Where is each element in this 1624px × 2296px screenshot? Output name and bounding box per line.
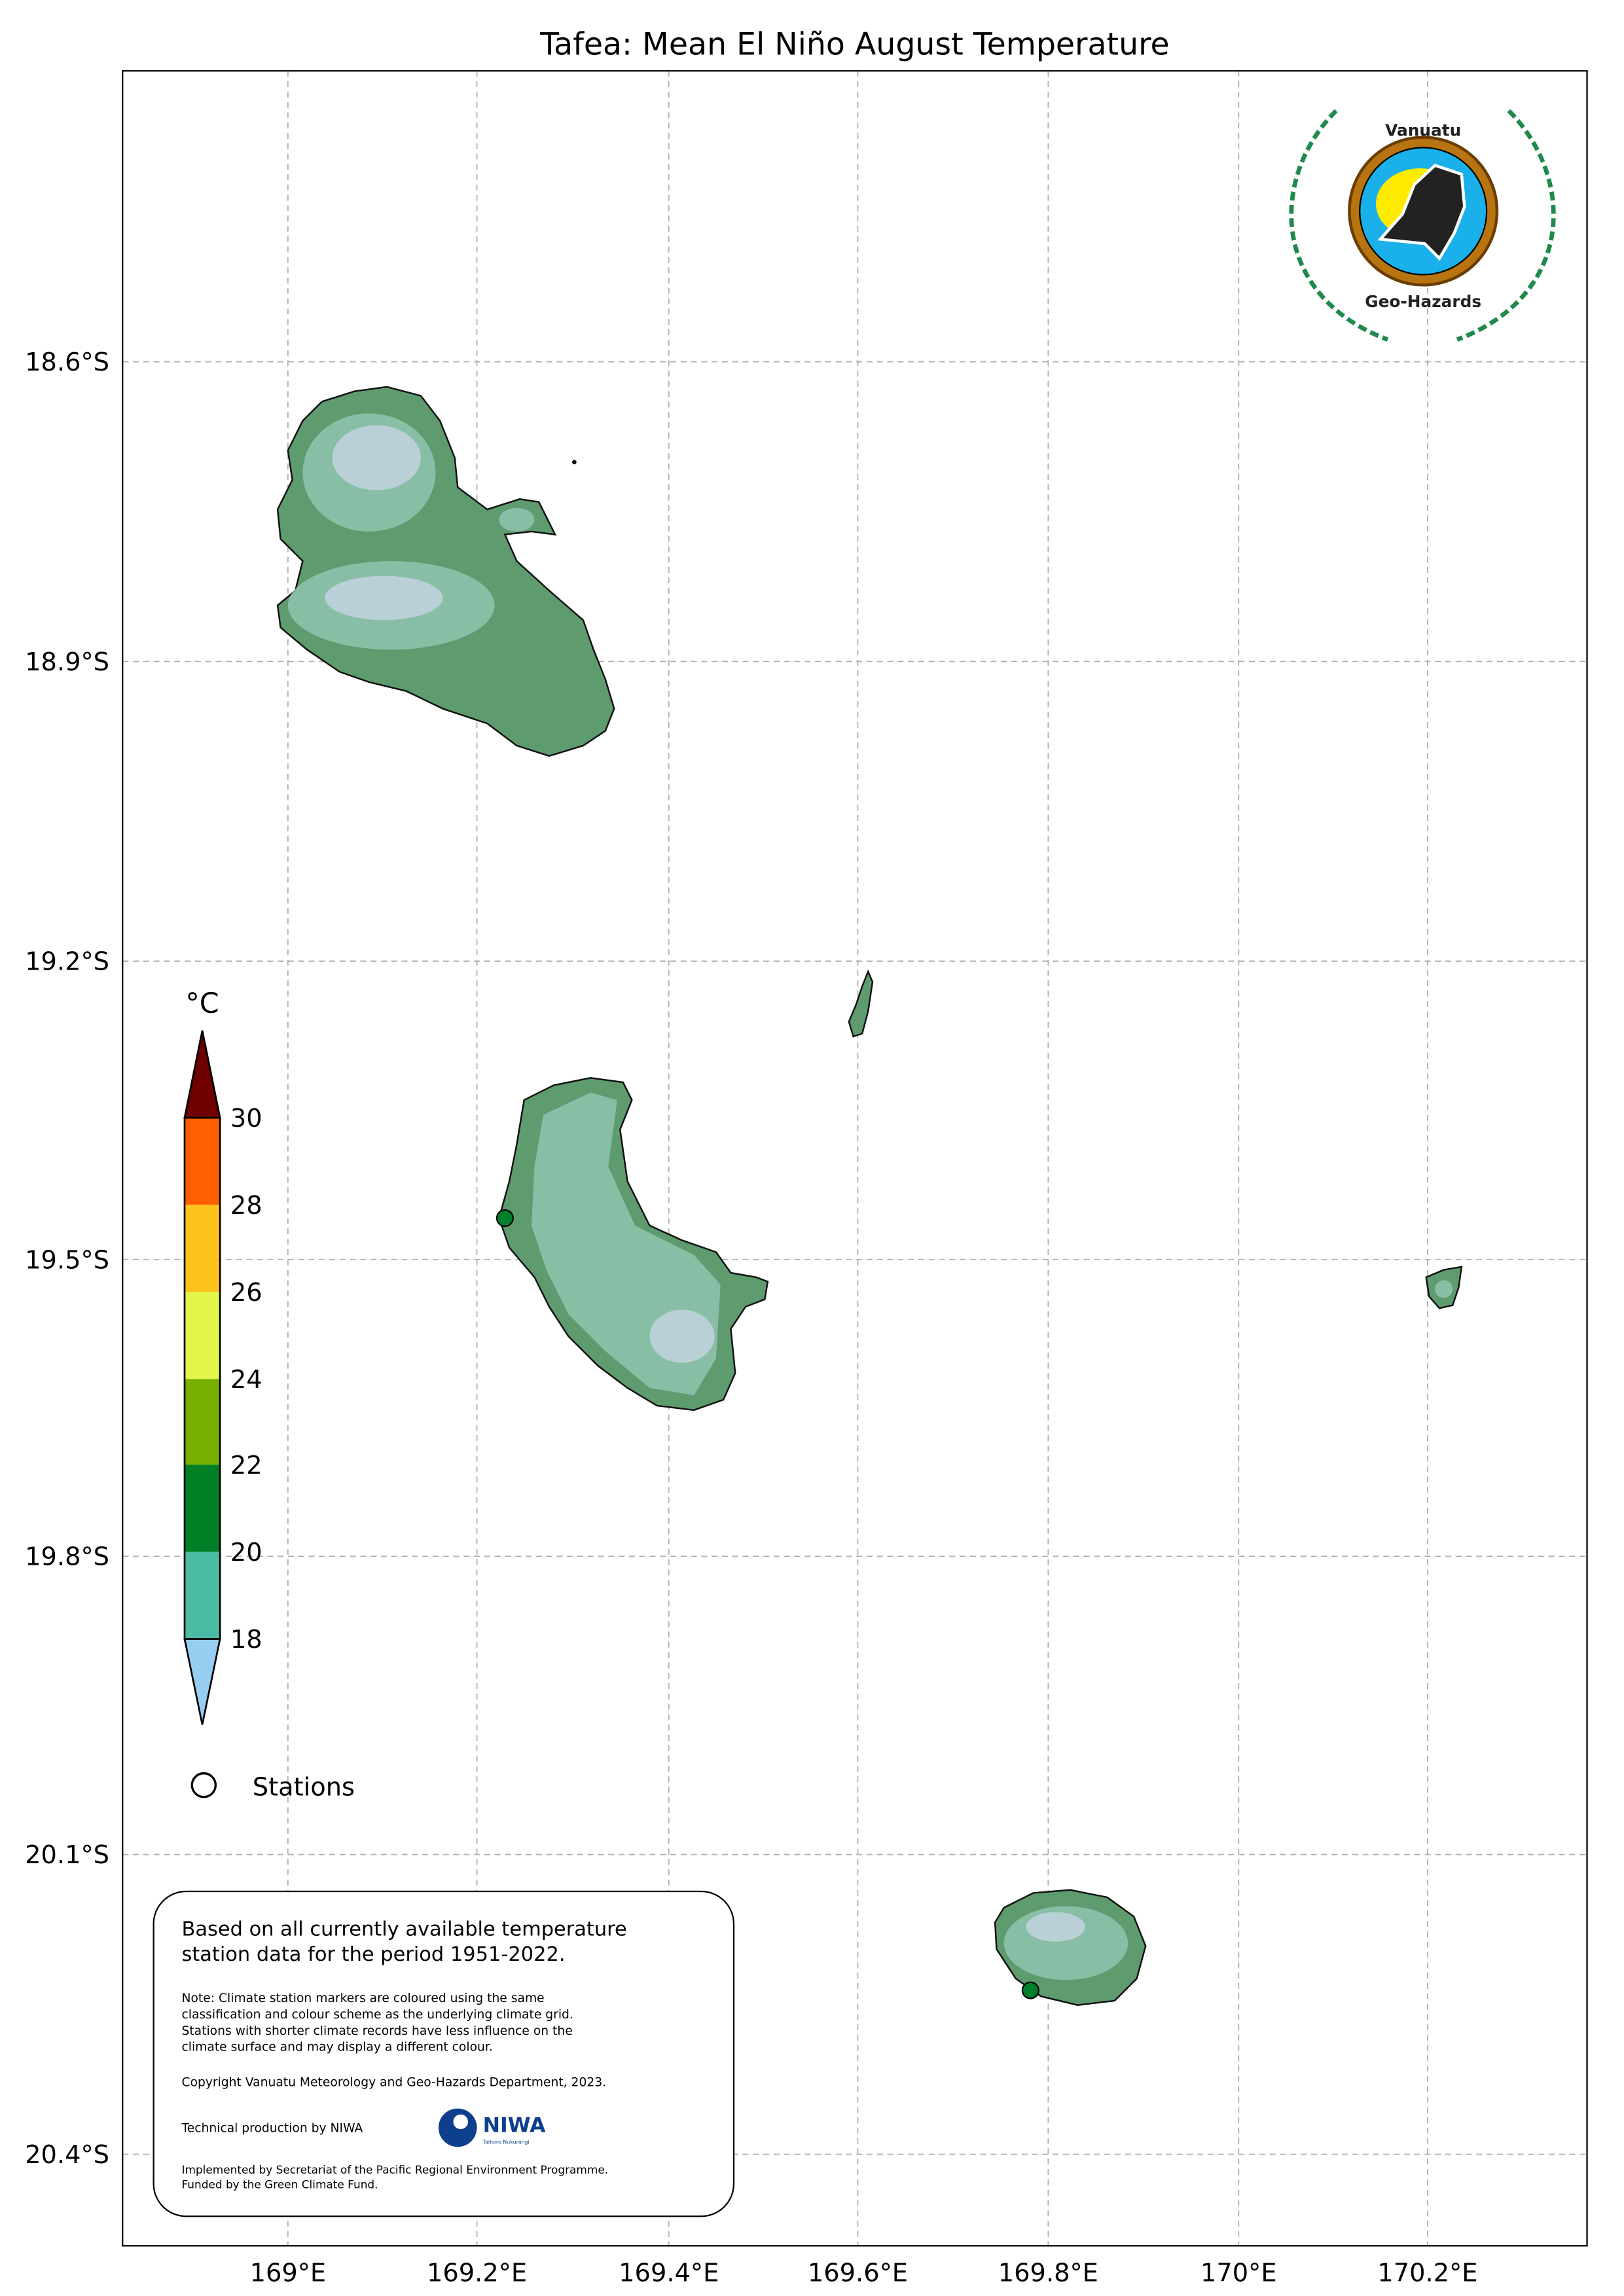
map-title: Tafea: Mean El Niño August Temperature <box>539 26 1170 62</box>
colorbar-tick: 24 <box>230 1365 262 1394</box>
info-note: Note: Climate station markers are colour… <box>181 1992 544 2005</box>
svg-text:Geo-Hazards: Geo-Hazards <box>1365 292 1481 311</box>
info-line: Based on all currently available tempera… <box>181 1918 626 1941</box>
stations-legend-icon <box>190 1772 217 1798</box>
info-copyright: Copyright Vanuatu Meteorology and Geo-Ha… <box>181 2076 606 2090</box>
lon-tick: 169°E <box>250 2258 327 2287</box>
island-aniwa <box>848 969 874 1038</box>
lon-tick: 169.6°E <box>808 2258 908 2287</box>
station-marker[interactable] <box>1021 1981 1039 1999</box>
info-note: Stations with shorter climate records ha… <box>181 2024 572 2038</box>
lat-tick-labels: 18.6°S 18.9°S 19.2°S 19.5°S 19.8°S 20.1°… <box>25 348 109 2170</box>
lon-tick-labels: 169°E 169.2°E 169.4°E 169.6°E 169.8°E 17… <box>250 2258 1478 2287</box>
svg-text:Vanuatu: Vanuatu <box>1385 120 1461 139</box>
colorbar: °C 30 28 26 24 22 20 18 <box>183 987 262 1725</box>
lat-tick: 19.5°S <box>25 1245 109 1275</box>
lat-tick: 18.9°S <box>25 647 109 677</box>
station-marker[interactable] <box>496 1209 514 1228</box>
info-impl: Funded by the Green Climate Fund. <box>181 2178 378 2191</box>
island-aneityum <box>994 1889 1147 2006</box>
gridlines <box>122 71 1587 2246</box>
island-tanna <box>498 1077 769 1412</box>
svg-text:Taihoro Nukurangi: Taihoro Nukurangi <box>482 2140 530 2145</box>
info-impl: Implemented by Secretariat of the Pacifi… <box>181 2163 608 2176</box>
lat-tick: 19.8°S <box>25 1542 109 1572</box>
lat-tick: 20.4°S <box>25 2140 109 2170</box>
island-erromango <box>276 386 615 757</box>
info-box: Based on all currently available tempera… <box>153 1890 735 2217</box>
colorbar-tick: 26 <box>230 1278 262 1307</box>
colorbar-tick: 20 <box>230 1538 262 1567</box>
colorbar-tick: 28 <box>230 1191 262 1220</box>
stations-legend-label: Stations <box>253 1772 355 1802</box>
colorbar-tick: 18 <box>230 1625 262 1654</box>
lat-tick: 20.1°S <box>25 1840 109 1870</box>
lon-tick: 169.4°E <box>619 2258 719 2287</box>
colorbar-unit: °C <box>185 987 219 1020</box>
lat-tick: 19.2°S <box>25 947 109 977</box>
lon-tick: 169.8°E <box>998 2258 1098 2287</box>
colorbar-tick: 22 <box>230 1451 262 1480</box>
map-frame <box>122 70 1588 2247</box>
info-tech: Technical production by NIWA <box>181 2122 363 2136</box>
lon-tick: 170.2°E <box>1377 2258 1477 2287</box>
niwa-logo: NIWA Taihoro Nukurangi <box>438 2108 547 2147</box>
colorbar-tick: 30 <box>230 1104 262 1133</box>
lon-tick: 169.2°E <box>427 2258 527 2287</box>
island-futuna <box>1425 1266 1463 1309</box>
lat-tick: 18.6°S <box>25 348 109 377</box>
svg-text:NIWA: NIWA <box>483 2114 547 2138</box>
info-note: classification and colour scheme as the … <box>181 2008 573 2022</box>
info-note: climate surface and may display a differ… <box>181 2041 492 2054</box>
info-line: station data for the period 1951-2022. <box>181 1943 565 1966</box>
lon-tick: 170°E <box>1200 2258 1277 2287</box>
vmgd-logo: Vanuatu Geo-Hazards <box>1289 109 1556 342</box>
